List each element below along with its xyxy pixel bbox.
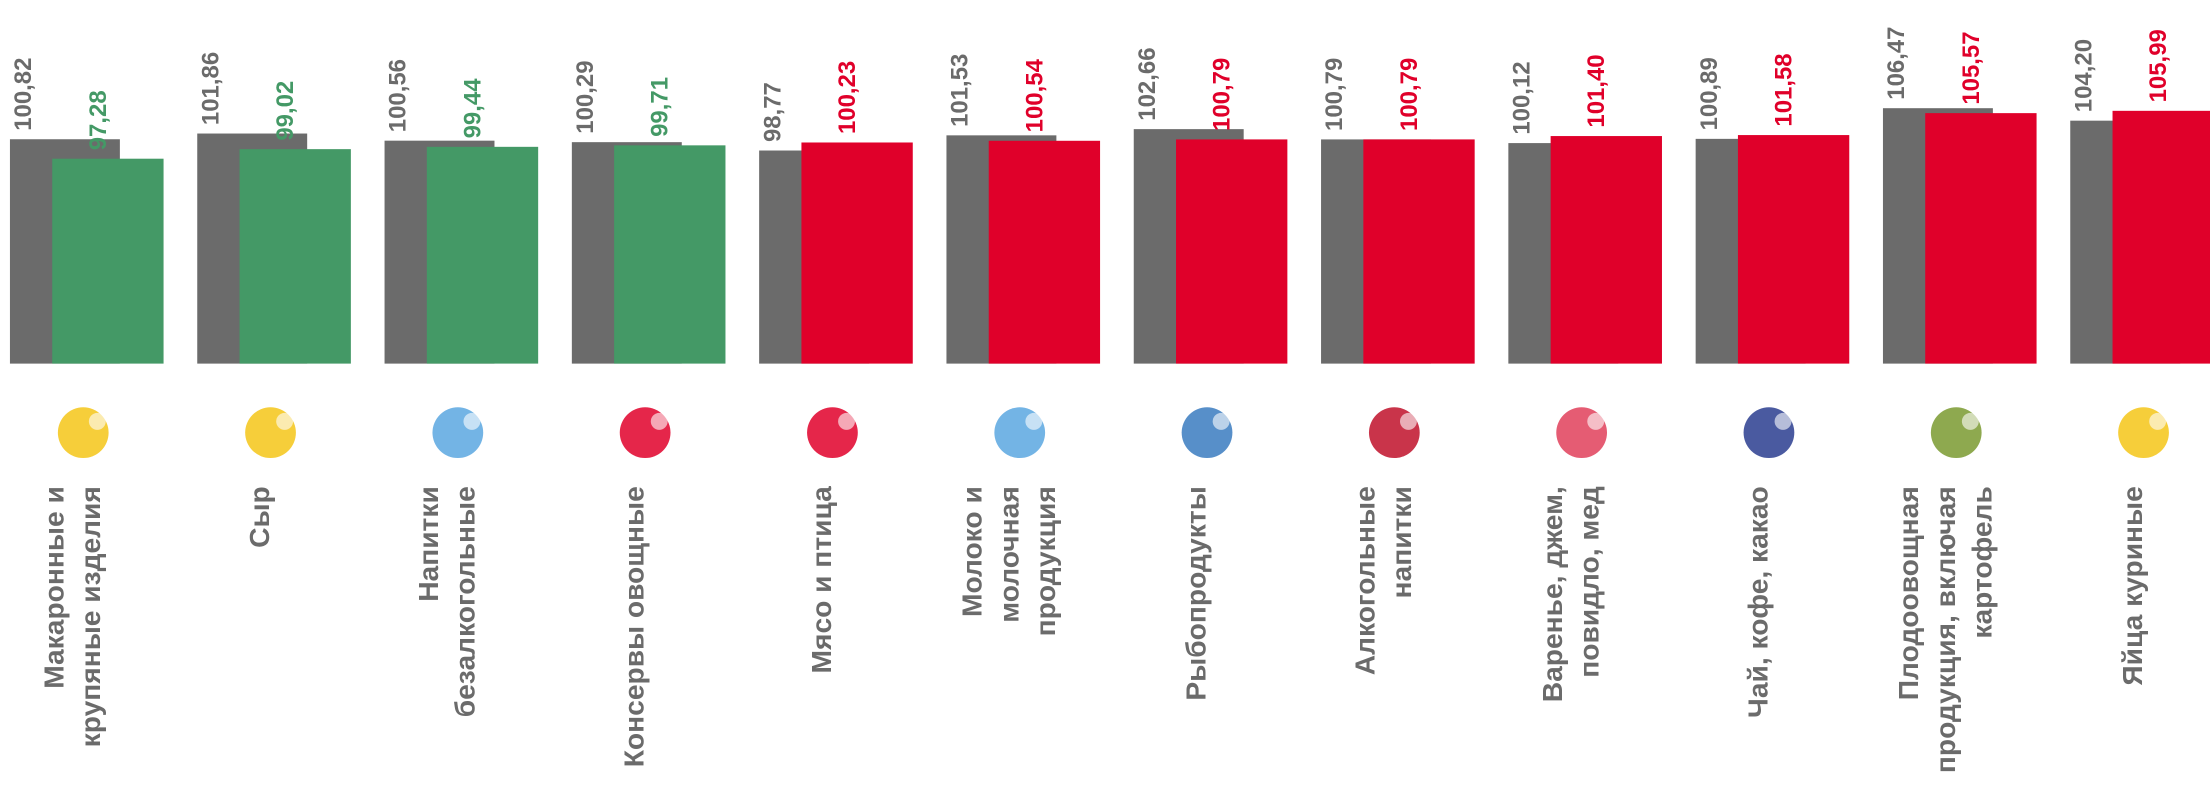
- value-label: 100,89: [1696, 57, 1723, 130]
- bar: [1550, 136, 1662, 364]
- bar: [1737, 135, 1850, 364]
- category-label: Алкогольные: [1349, 486, 1381, 675]
- value-label: 100,56: [385, 59, 412, 132]
- value-label: 101,40: [1583, 54, 1610, 127]
- bar: [801, 142, 913, 364]
- category-label: напитки: [1385, 486, 1417, 598]
- icon: [1212, 412, 1230, 430]
- value-label: 101,53: [947, 54, 974, 127]
- value-label: 106,47: [1883, 27, 1910, 100]
- category-label: Варенье, джем,: [1536, 486, 1568, 702]
- bar: [239, 149, 351, 364]
- icon: [1587, 412, 1605, 430]
- value-label: 99,44: [459, 78, 486, 139]
- value-label: 101,58: [1770, 53, 1797, 126]
- bar: [2112, 110, 2210, 364]
- category-label: Чай, кофе, какао: [1742, 486, 1774, 718]
- category-label: Яйца куриные: [2116, 486, 2148, 685]
- value-label: 101,86: [197, 52, 224, 125]
- category-label: Консервы овощные: [618, 486, 650, 767]
- bar: [52, 158, 164, 364]
- value-label: 100,79: [1396, 58, 1423, 131]
- value-label: 104,20: [2070, 39, 2097, 112]
- category-label: продукция, включая: [1929, 486, 1961, 773]
- category-label: Плодоовощная: [1892, 486, 1924, 700]
- icon: [2149, 412, 2167, 430]
- value-label: 100,82: [10, 58, 37, 131]
- value-label: 105,57: [1958, 31, 1985, 104]
- icon: [838, 412, 855, 430]
- category-label: безалкогольные: [449, 486, 481, 717]
- value-label: 99,71: [647, 77, 674, 137]
- category-label: повидло, мед: [1573, 486, 1605, 678]
- icon: [1399, 412, 1417, 430]
- bar: [614, 145, 726, 364]
- value-label: 100,79: [1209, 58, 1236, 131]
- bar: [1363, 139, 1475, 364]
- category-label: молочная: [992, 486, 1024, 622]
- category-label: Напитки: [412, 486, 444, 602]
- bar: [1176, 139, 1288, 364]
- bar: [426, 146, 539, 364]
- icon: [88, 412, 106, 430]
- value-label: 97,28: [85, 90, 112, 150]
- icon: [1774, 412, 1792, 430]
- category-label: крупяные изделия: [74, 486, 106, 747]
- category-label: Мясо и птица: [805, 486, 837, 674]
- category-label: Рыбопродукты: [1180, 486, 1212, 700]
- category-label: картофель: [1965, 486, 1997, 638]
- value-label: 102,66: [1134, 47, 1161, 120]
- category-label: продукция: [1029, 486, 1061, 636]
- category-label: Макаронные и: [38, 486, 70, 689]
- category-label: Сыр: [243, 486, 275, 548]
- value-label: 100,54: [1021, 58, 1048, 132]
- icon: [463, 412, 481, 430]
- icon: [1961, 412, 1979, 430]
- value-label: 105,99: [2145, 29, 2172, 102]
- category-label: Молоко и: [956, 486, 988, 617]
- value-label: 99,02: [272, 81, 299, 141]
- icon: [276, 412, 294, 430]
- icon: [1025, 412, 1043, 430]
- value-label: 100,29: [572, 60, 599, 133]
- bar: [988, 140, 1101, 364]
- value-label: 100,79: [1321, 58, 1348, 131]
- value-label: 100,12: [1508, 61, 1535, 134]
- value-label: 100,23: [834, 61, 861, 134]
- bar: [1925, 113, 2037, 364]
- value-label: 98,77: [759, 82, 786, 142]
- icon: [650, 412, 668, 430]
